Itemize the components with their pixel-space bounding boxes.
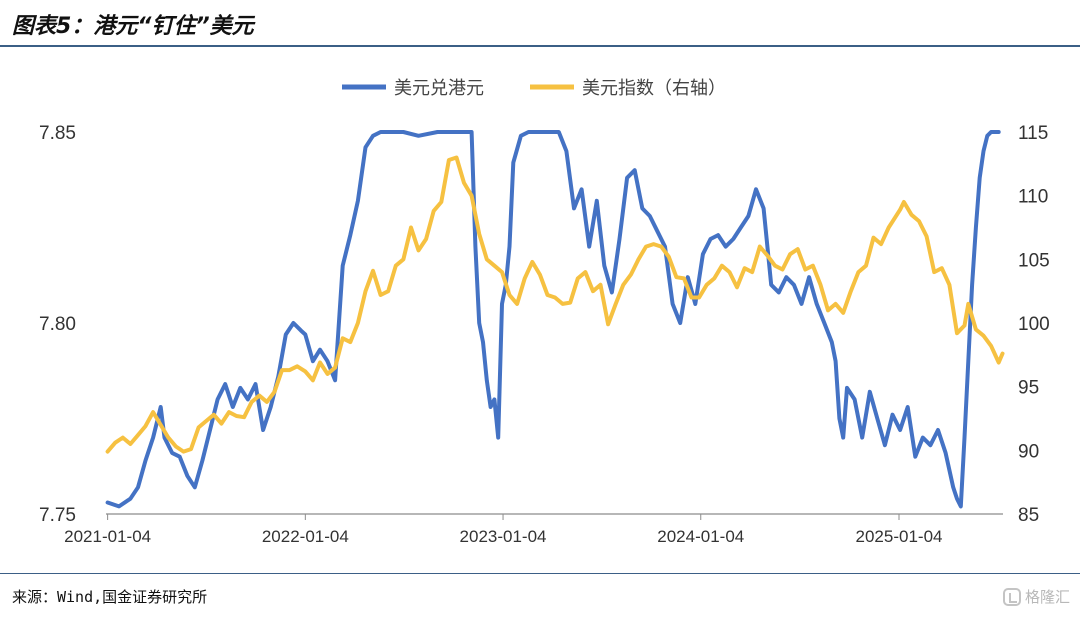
y-right-tick-label: 115 [1018,123,1048,144]
legend-label-dxy: 美元指数（右轴） [582,78,726,98]
legend-label-usdhkd: 美元兑港元 [394,78,484,98]
y-right-tick-label: 105 [1018,250,1050,271]
y-left-tick-label: 7.80 [39,314,76,335]
watermark: 格隆汇 [1002,586,1070,607]
y-right-tick-label: 95 [1018,378,1039,399]
series-line-dxy [105,155,1005,454]
plot-area [105,130,1005,509]
axes: 2021-01-04 2022-01-04 2023-01-04 2024-01-04… [39,123,1050,546]
watermark-logo-icon [1002,587,1021,606]
y-right-tick-label: 110 [1018,187,1048,208]
x-tick-label: 2024-01-04 [657,527,744,546]
y-right-tick-label: 100 [1018,314,1050,335]
legend: 美元兑港元 美元指数（右轴） [342,78,726,98]
source-note: 来源：Wind,国金证券研究所 [12,588,208,606]
x-tick-label: 2021-01-04 [64,527,151,546]
bottom-rule [0,573,1080,574]
chart-svg: 美元兑港元 美元指数（右轴） 2021-01-04 2022-01-04 2023-… [39,78,1050,546]
x-tick-label: 2025-01-04 [856,527,943,546]
y-left-tick-label: 7.75 [39,505,76,526]
figure-title: 图表5：港元“钉住”美元 [12,14,254,39]
top-rule [0,45,1080,47]
x-tick-label: 2023-01-04 [460,527,547,546]
watermark-text: 格隆汇 [1024,588,1070,606]
y-right-tick-label: 85 [1018,505,1039,526]
y-left-tick-label: 7.85 [39,123,76,144]
x-tick-label: 2022-01-04 [262,527,349,546]
series-line-usdhkd [105,130,1001,509]
y-right-tick-label: 90 [1018,441,1039,462]
